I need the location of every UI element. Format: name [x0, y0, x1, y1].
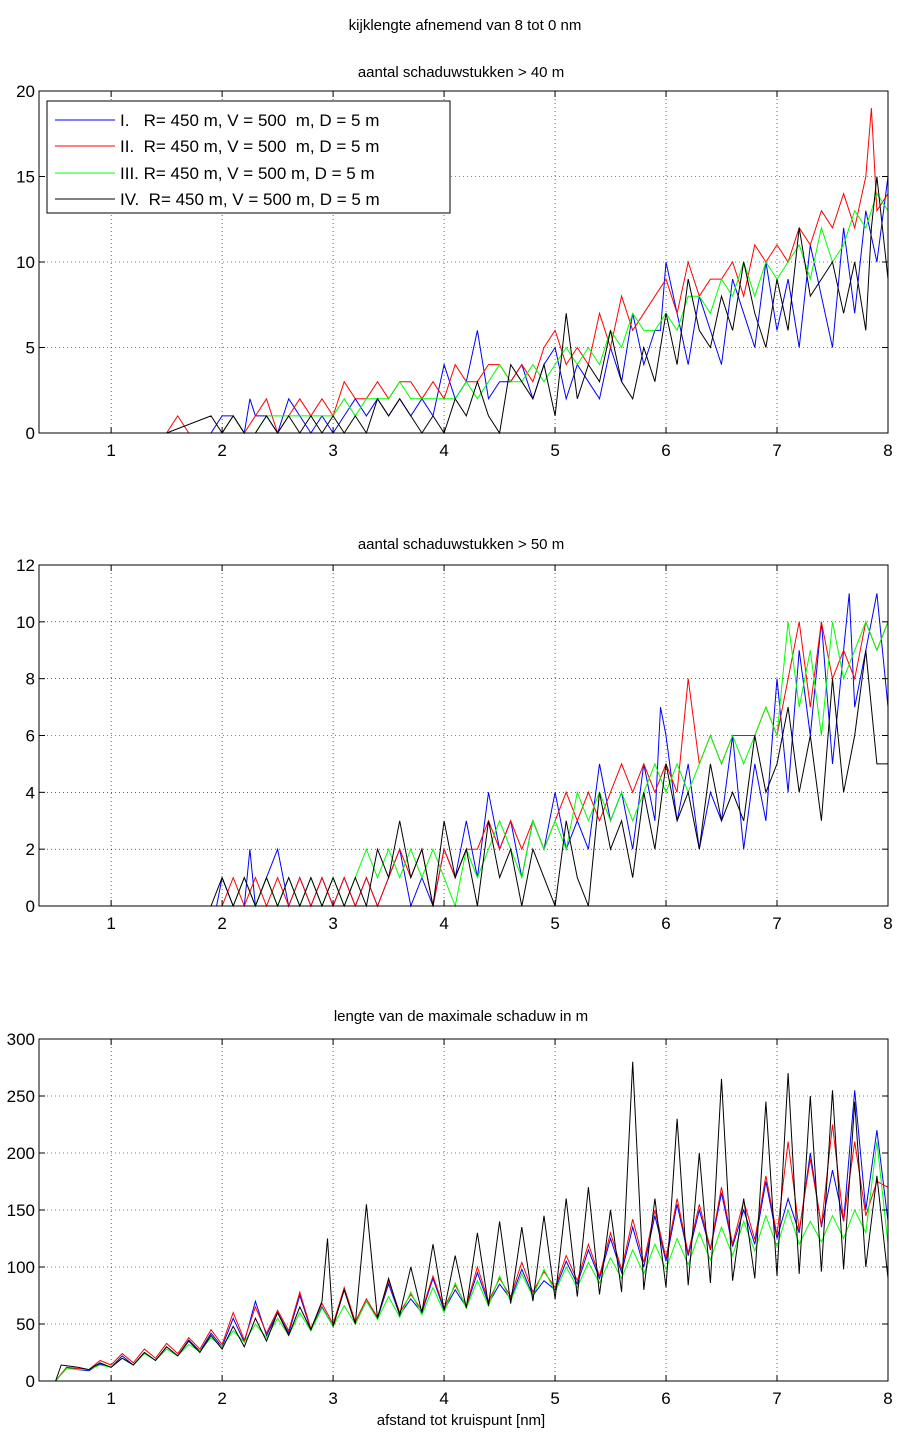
- y-tick-label: 50: [16, 1315, 35, 1334]
- x-tick-label: 8: [883, 914, 892, 933]
- series-line-4: [55, 176, 889, 435]
- y-tick-label: 100: [7, 1258, 35, 1277]
- series-line-2: [55, 1124, 889, 1382]
- x-tick-label: 5: [550, 441, 559, 460]
- y-tick-label: 300: [7, 1030, 35, 1049]
- y-tick-label: 10: [16, 253, 35, 272]
- series-line-4: [55, 650, 888, 908]
- legend-label: II. R= 450 m, V = 500 m, D = 5 m: [120, 137, 379, 156]
- x-tick-label: 3: [328, 1389, 337, 1408]
- x-tick-label: 1: [106, 441, 115, 460]
- x-tick-label: 8: [883, 441, 892, 460]
- y-tick-label: 150: [7, 1201, 35, 1220]
- x-tick-label: 4: [439, 914, 448, 933]
- y-tick-label: 12: [16, 556, 35, 575]
- series-group: [55, 593, 889, 908]
- figure-suptitle: kijklengte afnemend van 8 tot 0 nm: [349, 17, 582, 34]
- y-tick-label: 200: [7, 1144, 35, 1163]
- x-tick-label: 6: [661, 914, 670, 933]
- legend-label: III. R= 450 m, V = 500 m, D = 5 m: [120, 164, 375, 183]
- legend-entry: IV. R= 450 m, V = 500 m, D = 5 m: [55, 190, 380, 209]
- x-tick-label: 6: [661, 441, 670, 460]
- x-tick-label: 3: [328, 441, 337, 460]
- x-tick-label: 1: [106, 914, 115, 933]
- x-tick-label: 3: [328, 914, 337, 933]
- series-line-3: [55, 192, 889, 434]
- x-tick-label: 8: [883, 1389, 892, 1408]
- y-tick-label: 20: [16, 82, 35, 101]
- subplot-title: aantal schaduwstukken > 40 m: [358, 64, 564, 81]
- y-tick-label: 15: [16, 168, 35, 187]
- x-tick-label: 5: [550, 1389, 559, 1408]
- y-tick-label: 10: [16, 613, 35, 632]
- series-line-4: [55, 1061, 889, 1382]
- y-tick-label: 250: [7, 1087, 35, 1106]
- subplot-max-shadow-length: lengte van de maximale schaduw in m afst…: [7, 1008, 893, 1429]
- y-tick-label: 0: [26, 897, 35, 916]
- y-tick-label: 0: [26, 1372, 35, 1391]
- subplot-title: aantal schaduwstukken > 50 m: [358, 536, 564, 553]
- legend-entry: III. R= 450 m, V = 500 m, D = 5 m: [55, 164, 375, 183]
- subplot-title: lengte van de maximale schaduw in m: [334, 1008, 588, 1025]
- y-tick-label: 6: [26, 727, 35, 746]
- x-tick-label: 5: [550, 914, 559, 933]
- x-tick-label: 7: [772, 1389, 781, 1408]
- y-tick-label: 5: [26, 339, 35, 358]
- y-tick-label: 4: [26, 783, 35, 802]
- legend: I. R= 450 m, V = 500 m, D = 5 m II. R= 4…: [46, 100, 451, 214]
- x-tick-label: 7: [772, 441, 781, 460]
- legend-label: IV. R= 450 m, V = 500 m, D = 5 m: [120, 190, 380, 209]
- series-line-1: [55, 1090, 889, 1382]
- x-tick-label: 2: [217, 1389, 226, 1408]
- x-tick-label: 6: [661, 1389, 670, 1408]
- grid-lines: [39, 1039, 888, 1381]
- x-tick-label: 4: [439, 441, 448, 460]
- x-tick-label: 1: [106, 1389, 115, 1408]
- x-tick-label: 4: [439, 1389, 448, 1408]
- subplot-shadow-count-50m: aantal schaduwstukken > 50 m 1 2 3 4 5 6 7 8024…: [16, 536, 893, 933]
- x-tick-label: 7: [772, 914, 781, 933]
- legend-entry: II. R= 450 m, V = 500 m, D = 5 m: [55, 137, 379, 156]
- legend-entry: I. R= 450 m, V = 500 m, D = 5 m: [55, 111, 379, 130]
- y-tick-label: 0: [26, 424, 35, 443]
- y-tick-label: 2: [26, 840, 35, 859]
- x-tick-label: 2: [217, 441, 226, 460]
- series-group: [55, 1061, 889, 1382]
- x-axis-label: afstand tot kruispunt [nm]: [377, 1412, 545, 1429]
- legend-label: I. R= 450 m, V = 500 m, D = 5 m: [120, 111, 379, 130]
- x-tick-label: 2: [217, 914, 226, 933]
- y-tick-label: 8: [26, 670, 35, 689]
- series-group: [55, 108, 889, 435]
